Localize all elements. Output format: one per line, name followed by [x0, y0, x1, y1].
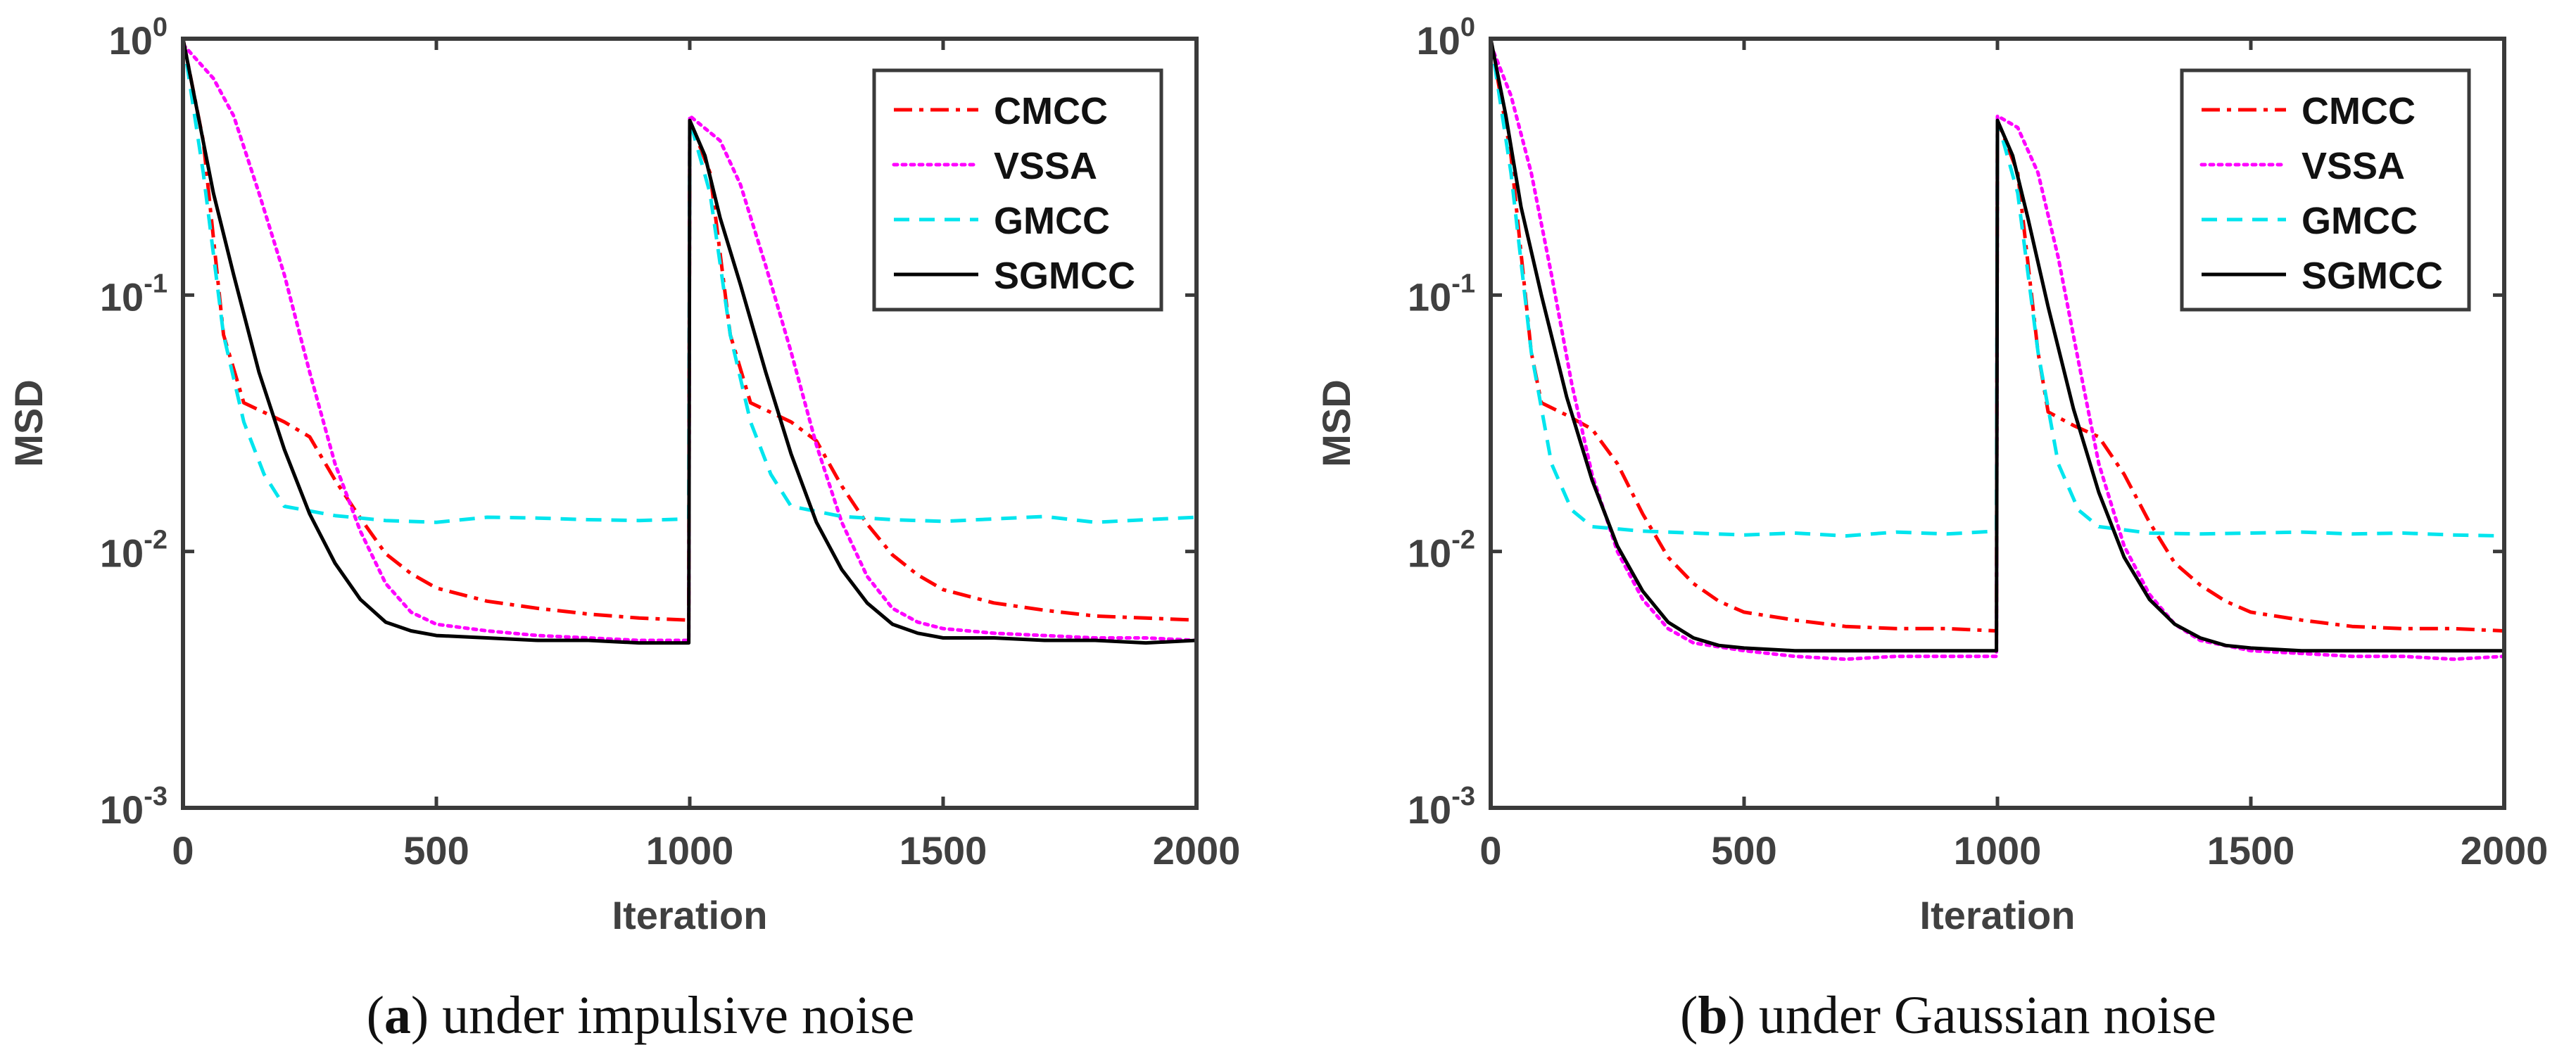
- x-tick-label: 2000: [2461, 828, 2549, 873]
- panel-b: 0 500 1000 1500 2000 100 10-1 10-2 10-3 Iteration…: [1314, 13, 2548, 1045]
- x-tick-label: 1000: [646, 828, 734, 873]
- legend-label-gmcc: GMCC: [994, 200, 1110, 242]
- caption-a: (a) under impulsive noise: [367, 986, 915, 1045]
- y-axis-label: MSD: [6, 379, 51, 467]
- y-tick-label: 100: [109, 13, 168, 63]
- y-tick-label: 100: [1417, 13, 1475, 63]
- y-axis-label: MSD: [1314, 379, 1358, 467]
- y-tick-label: 10-1: [1408, 269, 1475, 319]
- legend-label-cmcc: CMCC: [2302, 90, 2416, 132]
- x-tick-label: 1000: [1954, 828, 2042, 873]
- x-tick-label: 500: [403, 828, 469, 873]
- panel-a: 0 500 1000 1500 2000 100 10-1 10-2 10-3 Iteration…: [6, 13, 1240, 1045]
- legend-label-vssa: VSSA: [994, 145, 1097, 187]
- legend-label-gmcc: GMCC: [2302, 200, 2418, 242]
- x-tick-label: 0: [172, 828, 194, 873]
- legend: CMCC VSSA GMCC SGMCC: [2180, 68, 2471, 312]
- y-tick-label: 10-1: [100, 269, 168, 319]
- x-axis-label: Iteration: [612, 893, 768, 937]
- x-tick-label: 0: [1479, 828, 1501, 873]
- caption-b: (b) under Gaussian noise: [1680, 986, 2216, 1045]
- series-line-sgmcc: [1491, 39, 2504, 653]
- legend-label-sgmcc: SGMCC: [994, 255, 1135, 297]
- y-tick-label: 10-2: [100, 526, 168, 576]
- y-tick-label: 10-3: [100, 782, 168, 832]
- legend: CMCC VSSA GMCC SGMCC: [872, 68, 1163, 312]
- x-axis-label: Iteration: [1920, 893, 2076, 937]
- x-tick-label: 1500: [2207, 828, 2295, 873]
- y-tick-label: 10-2: [1408, 526, 1475, 576]
- series-line-vssa: [183, 42, 1197, 642]
- legend-label-cmcc: CMCC: [994, 90, 1108, 132]
- legend-label-sgmcc: SGMCC: [2302, 255, 2443, 297]
- x-tick-label: 2000: [1153, 828, 1241, 873]
- x-tick-label: 1500: [899, 828, 987, 873]
- legend-label-vssa: VSSA: [2302, 145, 2405, 187]
- series-line-sgmcc: [183, 39, 1197, 645]
- series-line-gmcc: [183, 39, 1197, 524]
- x-tick-label: 500: [1711, 828, 1776, 873]
- y-tick-label: 10-3: [1408, 782, 1475, 832]
